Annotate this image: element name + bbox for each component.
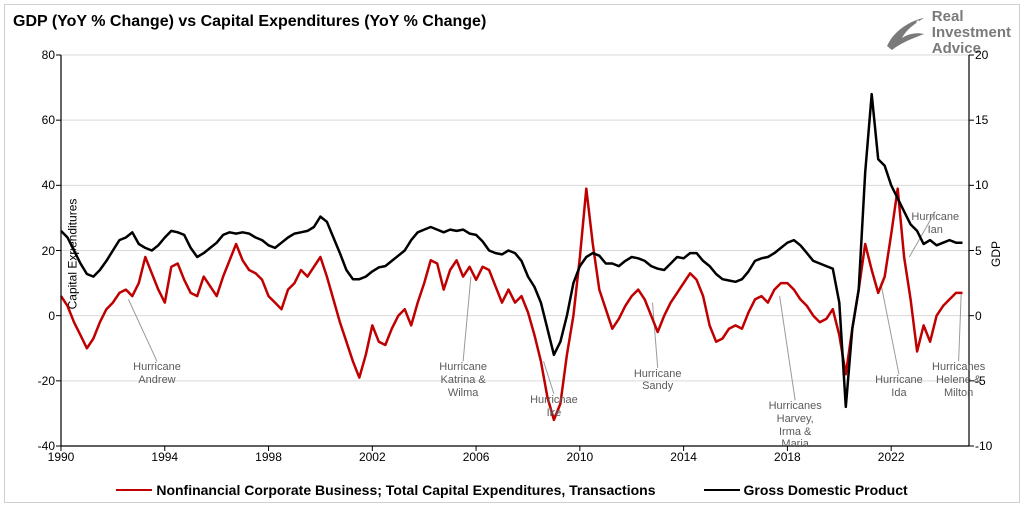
x-tick-label: 2022 — [878, 446, 905, 464]
annotation-label: Hurricane Katrina & Wilma — [439, 361, 487, 399]
x-tick-label: 2006 — [463, 446, 490, 464]
annotation-label: Hurricanes Helene & Milton — [932, 361, 985, 399]
legend-label-capex: Nonfinancial Corporate Business; Total C… — [156, 482, 655, 498]
x-tick-label: 2014 — [670, 446, 697, 464]
y-left-tick-label: 0 — [48, 309, 61, 323]
y-left-tick-label: -40 — [38, 439, 61, 453]
eagle-icon — [884, 12, 926, 54]
y-right-tick-label: 5 — [969, 244, 982, 258]
y-left-tick-label: 80 — [42, 48, 61, 62]
y-left-tick-label: 40 — [42, 178, 61, 192]
brand-logo: Real Investment Advice — [884, 9, 1011, 56]
logo-line1: Real — [932, 9, 1011, 25]
plot-area: 199019941998200220062010201420182022-40-… — [61, 55, 969, 446]
x-tick-label: 2010 — [566, 446, 593, 464]
x-tick-label: 2002 — [359, 446, 386, 464]
y-right-tick-label: 20 — [969, 48, 988, 62]
legend-swatch-capex — [116, 489, 152, 491]
annotation-label: Hurricane Ida — [875, 374, 923, 399]
y-right-tick-label: -10 — [969, 439, 992, 453]
y-axis-right-label: GDP — [989, 240, 1003, 266]
logo-line2: Investment — [932, 25, 1011, 41]
annotation-label: Hurricane Ian — [911, 211, 959, 236]
legend-item-capex: Nonfinancial Corporate Business; Total C… — [116, 482, 655, 498]
x-tick-label: 1994 — [151, 446, 178, 464]
legend-item-gdp: Gross Domestic Product — [704, 482, 908, 498]
y-right-tick-label: 10 — [969, 178, 988, 192]
y-left-tick-label: -20 — [38, 374, 61, 388]
y-right-tick-label: 0 — [969, 309, 982, 323]
x-tick-label: 1998 — [255, 446, 282, 464]
chart-container: GDP (YoY % Change) vs Capital Expenditur… — [4, 4, 1020, 503]
annotation-label: Hurricnae Ike — [530, 394, 578, 419]
chart-title: GDP (YoY % Change) vs Capital Expenditur… — [13, 13, 486, 31]
legend-swatch-gdp — [704, 489, 740, 491]
y-left-tick-label: 60 — [42, 113, 61, 127]
annotation-label: Hurricane Sandy — [634, 368, 682, 393]
legend: Nonfinancial Corporate Business; Total C… — [5, 482, 1019, 498]
annotation-label: Hurricane Andrew — [133, 361, 181, 386]
y-left-tick-label: 20 — [42, 244, 61, 258]
annotation-label: Hurricanes Harvey, Irma & Maria — [769, 400, 822, 451]
legend-label-gdp: Gross Domestic Product — [744, 482, 908, 498]
y-right-tick-label: 15 — [969, 113, 988, 127]
